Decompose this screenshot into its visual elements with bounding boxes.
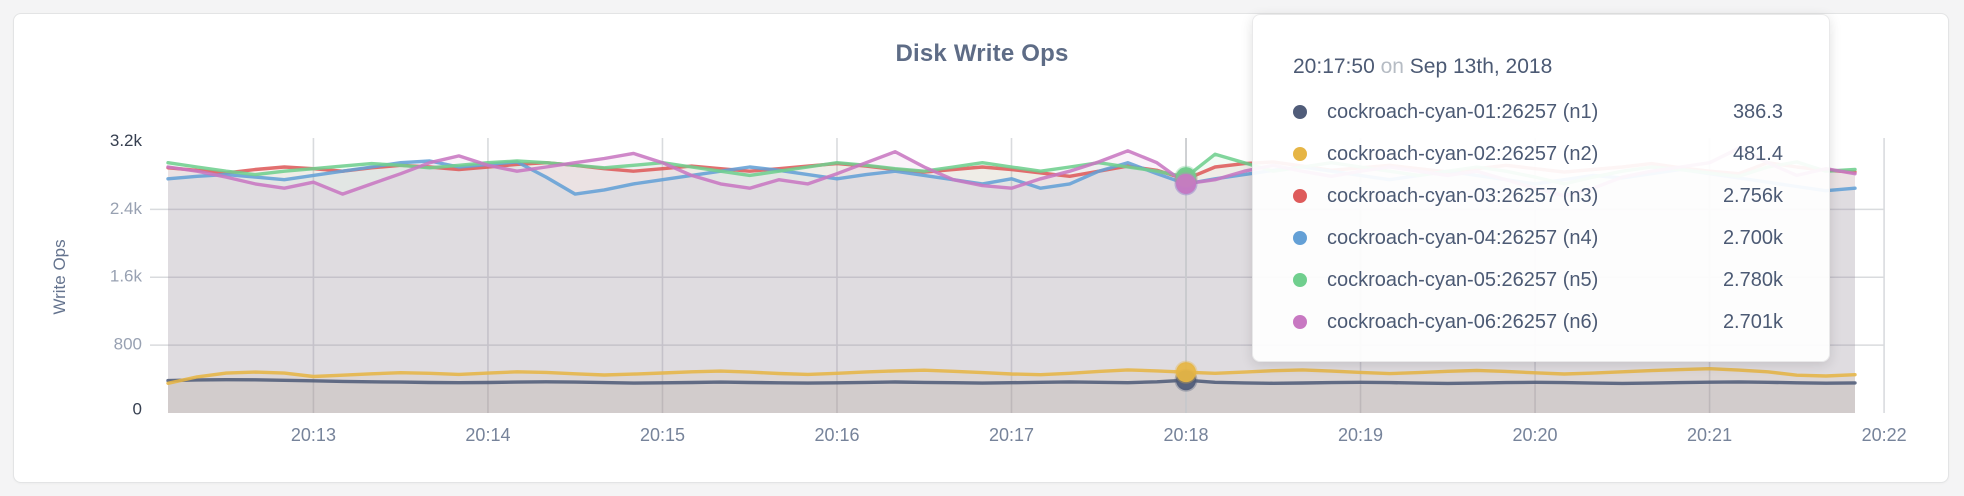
series-dot-icon [1293, 147, 1307, 161]
series-dot-icon [1293, 105, 1307, 119]
x-tick-label: 20:21 [1687, 425, 1732, 445]
hover-dot-n6 [1174, 172, 1198, 196]
x-tick-label: 20:14 [465, 425, 510, 445]
series-dot-icon [1293, 273, 1307, 287]
chart-title: Disk Write Ops [895, 40, 1069, 67]
tooltip-rows: cockroach-cyan-01:26257 (n1) 386.3 cockroa… [1293, 91, 1783, 343]
series-dot-icon [1293, 189, 1307, 203]
y-tick-label: 2.4k [110, 199, 143, 218]
series-dot-icon [1293, 315, 1307, 329]
tooltip-row: cockroach-cyan-02:26257 (n2) 481.4 [1293, 133, 1783, 175]
y-tick-label: 3.2k [110, 131, 143, 150]
tooltip-date: Sep 13th, 2018 [1409, 55, 1553, 78]
tooltip-row: cockroach-cyan-05:26257 (n5) 2.780k [1293, 259, 1783, 301]
tooltip-header: 20:17:50 on Sep 13th, 2018 [1293, 55, 1783, 79]
series-dot-icon [1293, 231, 1307, 245]
series-line-n1 [166, 378, 1857, 386]
tooltip-series-value: 481.4 [1732, 142, 1783, 165]
tooltip-series-value: 2.780k [1722, 268, 1783, 291]
y-tick-label: 800 [114, 335, 142, 354]
hover-dot-n2 [1174, 360, 1198, 384]
tooltip-row: cockroach-cyan-03:26257 (n3) 2.756k [1293, 175, 1783, 217]
tooltip-series-name: cockroach-cyan-02:26257 (n2) [1327, 142, 1599, 165]
tooltip-series-name: cockroach-cyan-03:26257 (n3) [1327, 184, 1599, 207]
x-tick-label: 20:13 [291, 425, 336, 445]
tooltip-series-value: 386.3 [1732, 100, 1783, 123]
tooltip-series-name: cockroach-cyan-06:26257 (n6) [1327, 310, 1599, 333]
series-area-n2 [168, 368, 1855, 413]
tooltip-series-value: 2.701k [1722, 310, 1783, 333]
tooltip-row: cockroach-cyan-04:26257 (n4) 2.700k [1293, 217, 1783, 259]
x-tick-label: 20:18 [1163, 425, 1208, 445]
series-area-n1 [168, 379, 1855, 413]
tooltip-on-word: on [1380, 55, 1404, 78]
x-tick-label: 20:17 [989, 425, 1034, 445]
tooltip-row: cockroach-cyan-06:26257 (n6) 2.701k [1293, 301, 1783, 343]
tooltip-series-value: 2.700k [1722, 226, 1783, 249]
tooltip-time: 20:17:50 [1293, 55, 1375, 78]
x-tick-label: 20:16 [814, 425, 859, 445]
series-line-n2 [166, 367, 1857, 385]
tooltip-series-value: 2.756k [1722, 184, 1783, 207]
x-tick-label: 20:20 [1513, 425, 1558, 445]
x-tick-label: 20:15 [640, 425, 685, 445]
tooltip-series-name: cockroach-cyan-05:26257 (n5) [1327, 268, 1599, 291]
hover-tooltip: 20:17:50 on Sep 13th, 2018 cockroach-cya… [1252, 14, 1830, 362]
tooltip-series-name: cockroach-cyan-04:26257 (n4) [1327, 226, 1599, 249]
tooltip-series-name: cockroach-cyan-01:26257 (n1) [1327, 100, 1599, 123]
y-tick-label: 0 [133, 399, 142, 418]
x-tick-label: 20:19 [1338, 425, 1383, 445]
x-tick-label: 20:22 [1862, 425, 1907, 445]
y-tick-label: 1.6k [110, 267, 143, 286]
tooltip-row: cockroach-cyan-01:26257 (n1) 386.3 [1293, 91, 1783, 133]
